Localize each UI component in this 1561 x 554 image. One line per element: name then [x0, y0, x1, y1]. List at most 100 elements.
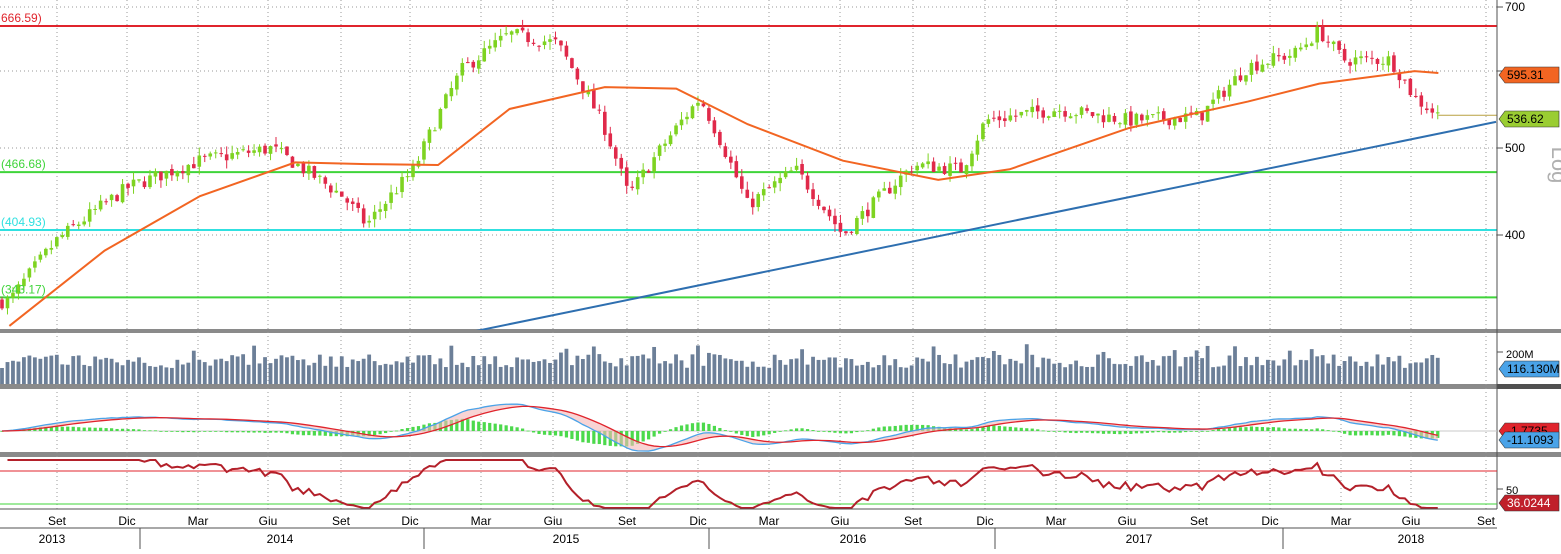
last-price-badge[interactable]: 536.62 [1498, 110, 1560, 128]
x-month-label: Dic [1261, 514, 1278, 528]
macd-histogram-bar [394, 430, 399, 432]
candle-body [339, 191, 344, 197]
macd-histogram-bar [55, 426, 59, 431]
rsi-value-badge[interactable]: 36.0244 [1498, 494, 1560, 512]
candle-body [230, 153, 234, 159]
x-month-label: Set [1477, 514, 1496, 528]
candle-body [630, 186, 634, 188]
macd-histogram-bar [1140, 431, 1144, 434]
macd-histogram-bar [66, 426, 70, 431]
macd-histogram-bar [181, 431, 185, 433]
volume-bar [811, 356, 815, 384]
candle-body [1172, 118, 1177, 126]
macd-histogram-bar [1321, 429, 1325, 431]
volume-bar [356, 361, 361, 384]
macd-histogram-bar [663, 431, 667, 432]
volume-bar [1381, 364, 1385, 384]
y-tick-label: 700 [1505, 0, 1525, 14]
candle-body [1200, 112, 1204, 121]
volume-bar [493, 356, 498, 384]
volume-value-badge[interactable]: 116.130M [1498, 360, 1559, 378]
volume-bar [1282, 359, 1287, 384]
volume-bar [1287, 350, 1292, 384]
candle-body [181, 171, 185, 174]
volume-bar [887, 365, 892, 384]
macd-histogram-bar [1112, 431, 1117, 434]
candle-body [372, 211, 377, 220]
volume-bar [646, 358, 651, 384]
macd-histogram-bar [126, 429, 130, 431]
macd-histogram-bar [668, 429, 673, 431]
price-volume-separator[interactable] [0, 329, 1561, 333]
macd-histogram-bar [88, 427, 92, 431]
volume-bar [652, 346, 657, 384]
volume-bar [761, 366, 766, 384]
macd-histogram-bar [225, 431, 229, 433]
candle-body [1057, 110, 1062, 112]
volume-bar [197, 359, 202, 384]
volume-bar [548, 362, 552, 384]
candle-body [301, 163, 306, 174]
trendline[interactable] [462, 120, 1497, 334]
volume-bar [1107, 358, 1111, 384]
x-month-label: Giu [1402, 514, 1421, 528]
candle-body [882, 188, 887, 191]
macd-histogram-bar [1041, 430, 1045, 432]
macd-histogram-bar [1227, 428, 1232, 431]
volume-bar [263, 357, 267, 384]
macd-histogram-bar [652, 431, 656, 437]
candle-body [679, 119, 684, 126]
level-label: (404.93) [1, 215, 46, 229]
macd-rsi-separator[interactable] [0, 452, 1561, 457]
macd-value-badge[interactable]: -11.1093 [1498, 431, 1560, 449]
macd-histogram-bar [510, 426, 514, 431]
volume-badge: 116.130M [1498, 360, 1559, 378]
macd-histogram-bar [99, 427, 103, 431]
volume-bar [624, 365, 629, 384]
ma-value-badge[interactable]: 595.31 [1498, 66, 1560, 84]
candle-body [729, 156, 733, 163]
volume-bar [438, 358, 443, 384]
volume-bar [641, 354, 646, 384]
volume-bar [909, 365, 914, 384]
macd-histogram-bar [1397, 431, 1401, 437]
candle-body [263, 145, 267, 154]
volume-bar [54, 354, 59, 384]
volume-macd-separator[interactable] [0, 384, 1497, 389]
macd-histogram-bar [1249, 426, 1254, 431]
candle-body [997, 116, 1002, 121]
x-year-label: 2015 [553, 532, 580, 546]
grid [0, 0, 1497, 509]
candle-body [1156, 112, 1161, 114]
macd-histogram-bar [268, 431, 273, 433]
volume-bar [71, 356, 76, 384]
candle-body [1348, 62, 1352, 66]
volume-bar [772, 354, 777, 384]
volume-tick-label: 200M [1506, 349, 1534, 361]
candle-body [1035, 105, 1040, 112]
macd-histogram-bar [1337, 431, 1341, 433]
candle-body [646, 170, 651, 173]
candle-body [1216, 90, 1221, 99]
candle-body [1282, 55, 1287, 60]
macd-histogram-bar [701, 422, 706, 431]
candle-body [745, 189, 750, 198]
volume-bar [257, 363, 262, 384]
macd-histogram-bar [723, 430, 727, 431]
rsi-value-badge-text: 36.0244 [1507, 496, 1551, 510]
macd-histogram-bar [1145, 431, 1149, 433]
x-month-label: Mar [188, 514, 209, 528]
level-lines [0, 25, 1497, 299]
macd-histogram-bar [405, 428, 410, 431]
macd-histogram-bar [877, 427, 881, 431]
candle-body [1255, 61, 1259, 71]
macd-histogram-bar [564, 431, 569, 438]
volume-bar [531, 361, 536, 384]
candle-body [964, 165, 969, 175]
volume-bar [723, 358, 728, 384]
candle-body [926, 161, 930, 165]
volume-bar [1331, 354, 1336, 384]
candle-body [438, 108, 443, 129]
macd-histogram-bar [795, 428, 799, 431]
